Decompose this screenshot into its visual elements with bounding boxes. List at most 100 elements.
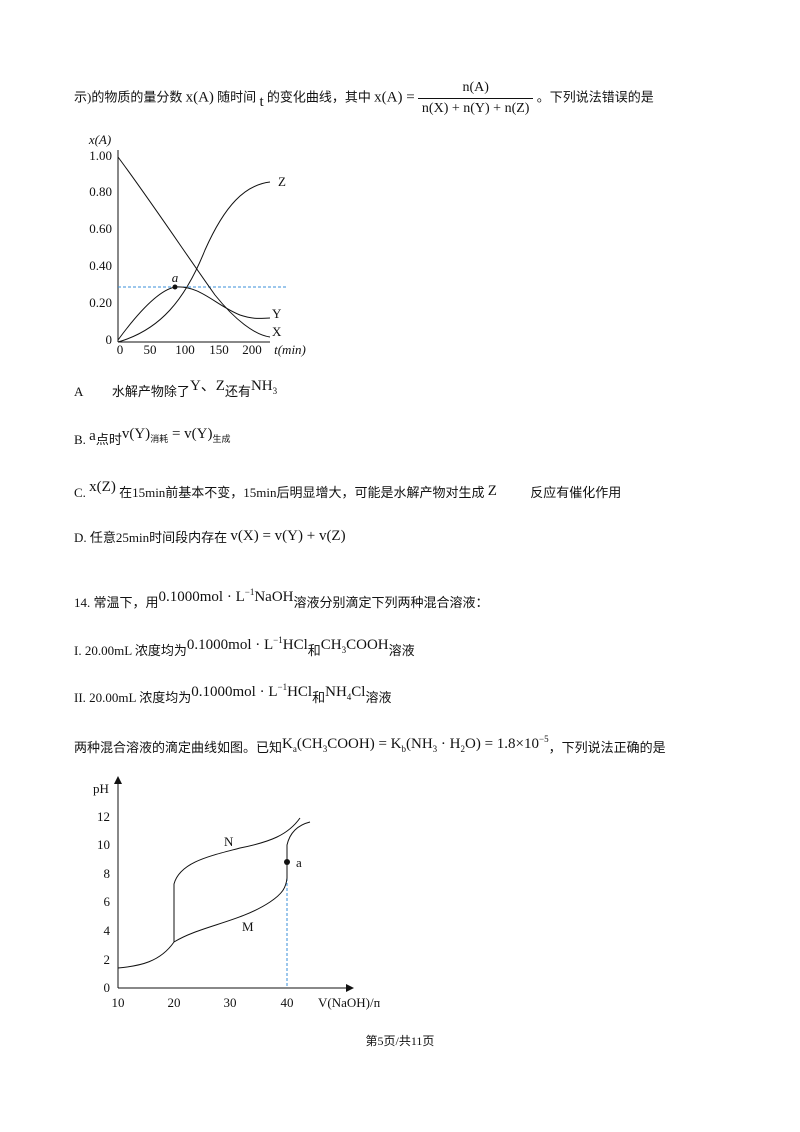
y-tick-label: 1.00 (89, 148, 112, 163)
curve-label: M (242, 919, 254, 934)
fraction: n(A) n(X) + n(Y) + n(Z) (417, 78, 534, 119)
x-tick-label: 200 (242, 342, 262, 357)
y-tick-label: 0 (106, 332, 113, 347)
text: 两种混合溶液的滴定曲线如图。已知 (74, 740, 283, 755)
math: NH4Cl (325, 684, 366, 702)
option-label: B. (74, 432, 86, 447)
y-tick-label: 6 (104, 894, 111, 909)
text: 和 (312, 690, 326, 705)
subscript: 生成 (212, 434, 231, 444)
curve-label: Y (272, 306, 282, 321)
x-tick-label: 30 (224, 995, 237, 1010)
math: v(Y)消耗 = v(Y)生成 (121, 426, 231, 444)
math: HCl (282, 637, 308, 653)
math: COOH) = K (327, 736, 402, 752)
arrow (114, 776, 122, 784)
text: 。下列说法错误的是 (536, 89, 654, 105)
math: NaOH (254, 589, 294, 605)
arrow (346, 984, 354, 992)
superscript: −1 (244, 587, 255, 597)
math: v(X) = v(Y) + v(Z) (230, 528, 346, 544)
text: 20.00mL 浓度均为 (89, 690, 192, 705)
y-tick-label: 12 (97, 809, 110, 824)
x-tick-label: 150 (209, 342, 229, 357)
footer: 第5页/共11页 (365, 1034, 435, 1048)
text: 点时 (95, 432, 122, 447)
math: 0.1000mol · L (191, 684, 278, 700)
text: 溶液 (365, 690, 392, 705)
math: v(Y) (121, 426, 151, 442)
x-axis-label: t(min) (274, 342, 306, 357)
text: 溶液 (388, 643, 415, 658)
x-tick-label: 0 (117, 342, 124, 357)
curve-y (117, 286, 271, 341)
curve-m (117, 821, 311, 969)
point-a (172, 284, 178, 290)
question-number: 14. (74, 595, 91, 610)
math: 0.1000mol · L−1HCl (186, 635, 308, 653)
numerator: n(A) (462, 80, 489, 95)
math: 0.1000mol · L (186, 637, 274, 653)
option-a: A 水解产物除了Y、Z还有NH3 (74, 378, 277, 407)
option-label: A (74, 384, 83, 399)
text: 随时间 (217, 89, 257, 105)
y-tick-label: 0.80 (89, 184, 112, 199)
point-label: a (296, 855, 302, 870)
text: 示)的物质的量分数 (74, 89, 183, 105)
label: II. (74, 690, 86, 705)
solution-1: I. 20.00mL 浓度均为0.1000mol · L−1HCl和CH3COO… (74, 635, 415, 666)
math: HCl (287, 684, 313, 700)
math: t (259, 94, 264, 111)
math: NH (250, 378, 273, 394)
math: (NH (406, 736, 433, 752)
text: 溶液分别滴定下列两种混合溶液： (293, 595, 489, 610)
intro-line: 示)的物质的量分数 x(A) 随时间 t 的变化曲线，其中 x(A) = n(A… (74, 78, 654, 119)
math: K (282, 736, 293, 752)
x-tick-label: 40 (281, 995, 294, 1010)
math: · H (437, 736, 461, 752)
math: NH3 (250, 378, 278, 396)
x-axis-label: V(NaOH)/mL (318, 995, 380, 1010)
text: 任意25min时间段内存在 (89, 530, 228, 545)
denominator: n(X) + n(Y) + n(Z) (417, 98, 534, 119)
math: Ka(CH3COOH) = Kb(NH3 · H2O) = 1.8×10−5 (282, 734, 549, 754)
known-line: 两种混合溶液的滴定曲线如图。已知Ka(CH3COOH) = Kb(NH3 · H… (74, 733, 666, 763)
text: 的变化曲线，其中 (266, 89, 371, 105)
text: 和 (307, 643, 321, 658)
text: 在15min前基本不变，15min后明显增大，可能是水解产物对生成 (119, 485, 485, 500)
superscript: −1 (273, 635, 283, 645)
text: ，下列说法正确的是 (548, 740, 666, 755)
subscript: 3 (322, 744, 328, 754)
subscript: 3 (432, 744, 438, 754)
math: x(A) (185, 89, 214, 106)
text: 常温下，用 (93, 595, 159, 610)
x-tick-label: 50 (144, 342, 157, 357)
curve-label: Z (278, 174, 286, 189)
math: NH (325, 684, 347, 700)
label: I. (74, 643, 82, 658)
subscript: 消耗 (150, 434, 169, 444)
subscript: 3 (272, 386, 278, 396)
y-tick-label: 10 (97, 837, 110, 852)
option-c: C. x(Z) 在15min前基本不变，15min后明显增大，可能是水解产物对生… (74, 479, 622, 503)
text: 水解产物除了 (111, 384, 190, 399)
subscript: 3 (341, 645, 347, 655)
y-tick-label: 2 (104, 952, 111, 967)
option-d: D. 任意25min时间段内存在 v(X) = v(Y) + v(Z) (74, 528, 346, 548)
text: 反应有催化作用 (530, 485, 622, 500)
y-tick-label: 4 (104, 923, 111, 938)
math: a (89, 428, 96, 444)
math: 0.1000mol · L−1NaOH (159, 587, 294, 605)
x-tick-label: 10 (112, 995, 125, 1010)
x-tick-label: 100 (175, 342, 195, 357)
curve-label: X (272, 324, 282, 339)
math: COOH (346, 637, 389, 653)
superscript: −1 (277, 682, 288, 692)
math: Cl (351, 684, 366, 700)
y-tick-label: 0 (104, 980, 111, 995)
y-axis-label: pH (93, 781, 109, 796)
point-a (284, 859, 290, 865)
math: Z (487, 483, 497, 499)
math: x(Z) (89, 479, 116, 495)
